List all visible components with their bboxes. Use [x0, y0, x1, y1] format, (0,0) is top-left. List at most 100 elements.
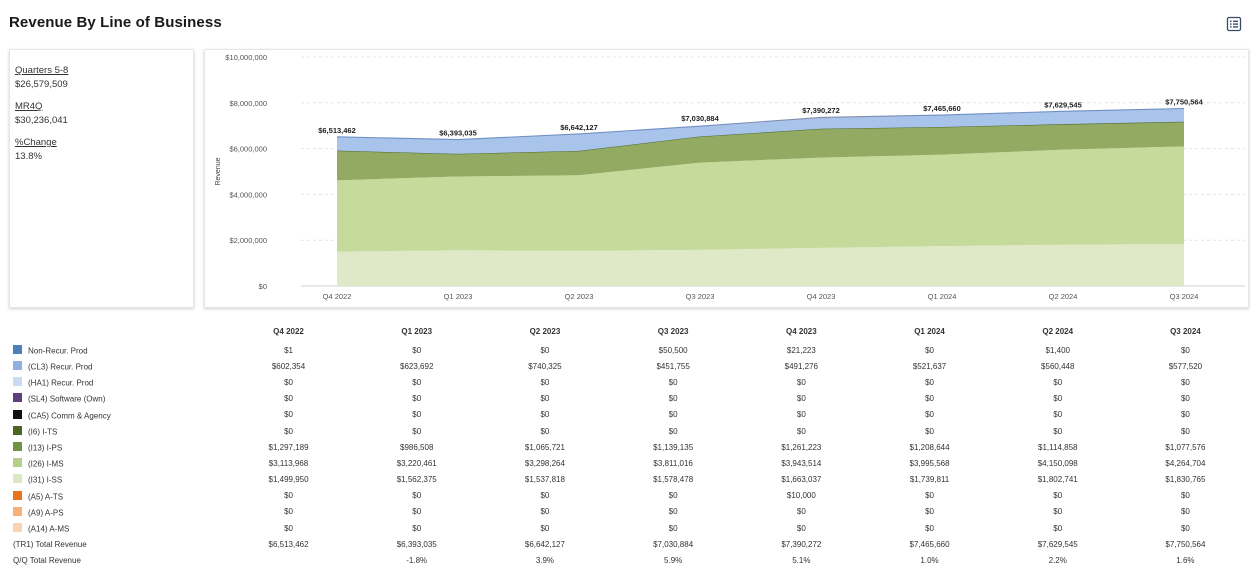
table-cell: $0 [1180, 507, 1190, 517]
table-row: (I13) I-PS $1,297,189 $986,508 $1,065,721 $1… [9, 439, 1249, 455]
table-cell: $0 [1180, 523, 1190, 533]
table-cell: $740,325 [528, 361, 562, 371]
growth-row: Q/Q Total Revenue -1.8% 3.9% 5.9% 5.1% 1.0% 2.… [9, 552, 1249, 568]
table-cell: $0 [540, 377, 550, 387]
y-tick-label: $4,000,000 [229, 190, 267, 199]
legend-swatch [13, 506, 22, 516]
legend-swatch [13, 458, 22, 468]
table-cell: $0 [1053, 507, 1063, 517]
summary-metric: MR4Q $30,236,041 [15, 96, 188, 127]
table-cell: $50,500 [658, 345, 688, 355]
metric-value: $26,579,509 [15, 79, 68, 90]
table-cell: $0 [412, 377, 422, 387]
table-cell: $0 [925, 507, 934, 517]
table-cell: $0 [540, 410, 550, 420]
table-cell: $0 [668, 410, 678, 420]
table-cell: $0 [412, 345, 422, 355]
row-label-text: (I6) I-TS [28, 427, 58, 437]
table-cell: $1,077,576 [1165, 442, 1206, 452]
table-cell: $1,578,478 [653, 475, 694, 485]
x-tick-label: Q4 2023 [807, 292, 836, 301]
table-row: (I6) I-TS $0 $0 $0 $0 $0 $0 $0 $0 [9, 423, 1249, 439]
table-column-header: Q3 2023 [657, 326, 689, 336]
metric-link-quarters-5-8[interactable]: Quarters 5-8 [15, 65, 69, 76]
table-cell: $0 [1180, 410, 1190, 420]
row-label: (CL3) Recur. Prod [9, 358, 224, 374]
table-cell: $451,755 [656, 361, 690, 371]
table-cell: $4,150,098 [1037, 458, 1078, 468]
row-label: (A9) A-PS [9, 504, 224, 520]
table-cell: $0 [925, 523, 934, 533]
row-label: (I13) I-PS [9, 439, 224, 455]
area-series-edge [336, 107, 1185, 141]
metric-value: $30,236,041 [15, 115, 68, 126]
table-column-header: Q2 2024 [1042, 326, 1074, 336]
row-label: (A14) A-MS [9, 520, 224, 536]
row-label-text: Non-Recur. Prod [28, 346, 88, 356]
table-cell: -1.8% [406, 556, 428, 566]
table-cell: $0 [540, 394, 550, 404]
table-cell: $3,995,568 [909, 458, 950, 468]
table-cell: $3,298,264 [524, 458, 565, 468]
table-body: Non-Recur. Prod $1 $0 $0 $50,500 $21,223 $0 $1,… [9, 342, 1249, 569]
table-cell: $0 [925, 394, 934, 404]
table-cell: $521,637 [912, 361, 947, 371]
table-cell: $1,663,037 [781, 475, 822, 485]
summary-metric: %Change 13.8% [15, 132, 188, 163]
table-cell: $0 [1180, 394, 1190, 404]
table-cell: $6,513,462 [268, 539, 309, 549]
table-cell: 1.6% [1176, 556, 1195, 566]
table-cell: $491,276 [784, 361, 819, 371]
revenue-chart-card: $0 $2,000,000 $4,000,000 $6,000,000 $8,000,0… [204, 49, 1249, 308]
table-cell: $3,220,461 [396, 458, 437, 468]
row-label-text: Q/Q Total Revenue [13, 556, 81, 566]
row-label-text: (I13) I-PS [28, 443, 63, 453]
data-label: $7,629,545 [1044, 100, 1082, 109]
legend-swatch [13, 442, 22, 452]
table-cell: $7,030,884 [653, 539, 694, 549]
y-tick-label: $2,000,000 [229, 236, 267, 245]
table-cell: $560,448 [1041, 361, 1075, 371]
page-title: Revenue By Line of Business [9, 14, 222, 31]
table-cell: 3.9% [535, 556, 555, 566]
row-label-text: (A5) A-TS [28, 491, 64, 501]
table-cell: $0 [1053, 426, 1063, 436]
table-cell: $6,642,127 [524, 539, 565, 549]
row-label-text: (HA1) Recur. Prod [28, 378, 94, 388]
metric-value: 13.8% [15, 151, 42, 162]
summary-metric: Quarters 5-8 $26,579,509 [15, 60, 188, 91]
area-series [337, 121, 1184, 181]
table-row: (SL4) Software (Own) $0 $0 $0 $0 $0 $0 $0 $0 [9, 391, 1249, 407]
table-cell: $0 [925, 345, 934, 355]
table-column-header: Q4 2022 [273, 326, 304, 336]
row-label-text: (CL3) Recur. Prod [28, 362, 93, 372]
table-cell: $0 [668, 394, 678, 404]
table-cell: 5.1% [792, 556, 811, 566]
legend-swatch [13, 522, 22, 532]
table-cell: $1,208,644 [909, 442, 950, 452]
table-row: (I26) I-MS $3,113,968 $3,220,461 $3,298,264… [9, 455, 1249, 471]
legend-swatch [13, 344, 22, 354]
revenue-area-chart: $0 $2,000,000 $4,000,000 $6,000,000 $8,000,0… [215, 53, 1245, 301]
y-tick-label: $10,000,000 [225, 53, 267, 62]
row-label: (HA1) Recur. Prod [9, 374, 224, 390]
y-tick-label: $6,000,000 [229, 145, 267, 154]
table-cell: 2.2% [1048, 556, 1067, 566]
x-tick-label: Q3 2024 [1170, 292, 1199, 301]
table-cell: $10,000 [786, 491, 816, 501]
table-view-icon[interactable] [1226, 16, 1242, 32]
table-cell: $0 [540, 491, 550, 501]
table-cell: $0 [284, 426, 293, 436]
data-label: $7,030,884 [681, 114, 719, 123]
table-cell: $7,750,564 [1165, 539, 1206, 549]
metric-link-percent-change[interactable]: %Change [15, 137, 57, 148]
metric-link-mr4q[interactable]: MR4Q [15, 101, 43, 112]
table-cell: $21,223 [786, 345, 816, 355]
table-column-header: Q1 2024 [914, 326, 945, 336]
table-cell [224, 552, 352, 568]
table-cell: $0 [284, 394, 293, 404]
table-cell: $0 [284, 523, 293, 533]
y-tick-label: $0 [259, 282, 267, 291]
total-row: (TR1) Total Revenue $6,513,462 $6,393,035 $… [9, 536, 1249, 552]
table-cell: $0 [284, 491, 293, 501]
